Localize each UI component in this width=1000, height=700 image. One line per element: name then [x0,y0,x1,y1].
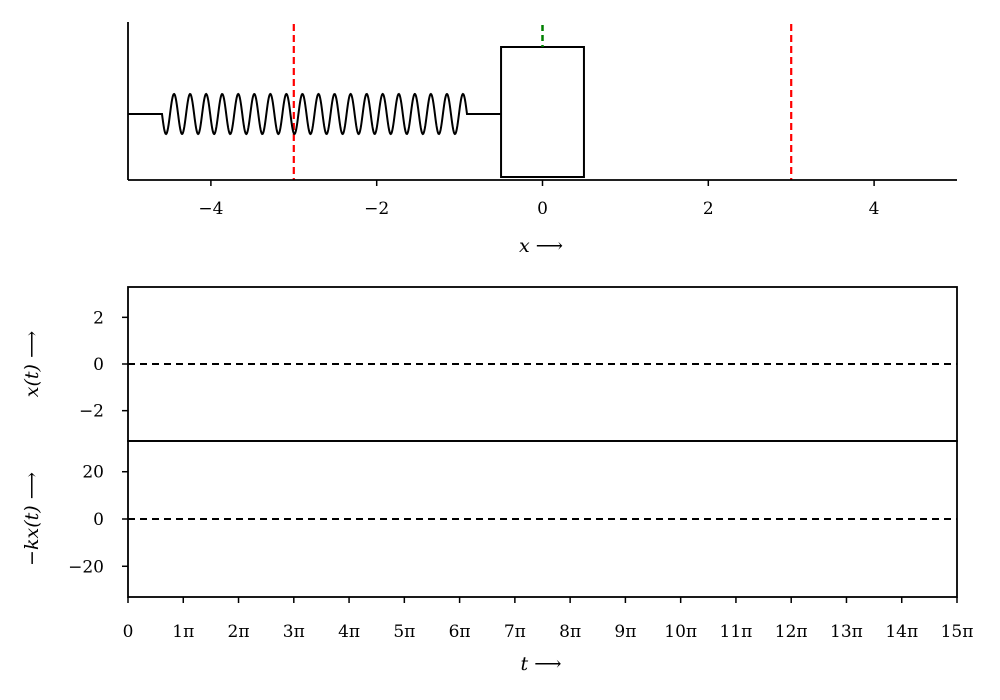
top-x-axis-label: x ⟶ [519,235,563,257]
spring [128,92,502,136]
time-x-ticks: 0 1π 2π 3π 4π 5π 6π 7π 8π 9π 10π 11π 12π 13π 14π 15π [123,597,974,642]
time-x-tick-label-0: 0 [123,622,134,642]
time-x-tick-label-4: 4π [338,622,360,642]
time-x-tick-label-6: 6π [449,622,471,642]
time-x-tick-label-13: 13π [830,622,863,642]
time-x-tick-label-14: 14π [885,622,918,642]
spring-mass-panel: −4 −2 0 2 4 x ⟶ [127,22,957,257]
time-x-tick-label-8: 8π [559,622,581,642]
time-x-tick-label-9: 9π [614,622,636,642]
amplitude-lines [292,24,793,180]
force-y-axis-label: −kx(t) ⟶ [21,472,43,566]
force-y-tick-label-0: 20 [82,463,104,483]
top-x-tick-label-0: −4 [198,199,223,219]
time-x-tick-label-7: 7π [504,622,526,642]
displacement-y-tick-label-2: −2 [79,402,104,422]
displacement-y-ticks: 2 0 −2 [79,308,128,422]
displacement-panel: 2 0 −2 x(t) ⟶ [21,286,958,442]
top-x-tick-label-2: 0 [537,199,548,219]
force-panel: 20 0 −20 0 1π 2π 3π 4π 5π 6π 7π 8π 9π 10π 11π 12π 13π 14… [21,440,974,675]
displacement-y-tick-label-0: 2 [93,308,104,328]
time-x-tick-label-12: 12π [775,622,808,642]
force-y-ticks: 20 0 −20 [68,463,128,577]
time-x-tick-label-2: 2π [228,622,250,642]
time-x-tick-label-3: 3π [283,622,305,642]
time-x-tick-label-1: 1π [172,622,194,642]
time-x-tick-label-5: 5π [393,622,415,642]
top-x-tick-label-4: 4 [869,199,880,219]
time-x-tick-label-10: 10π [664,622,697,642]
top-x-tick-label-1: −2 [364,199,389,219]
force-y-tick-label-2: −20 [68,557,104,577]
top-x-ticks: −4 −2 0 2 4 [198,180,880,219]
top-x-tick-label-3: 2 [703,199,714,219]
time-x-axis-label: t ⟶ [521,653,562,675]
mass-block [500,46,585,178]
displacement-y-tick-label-1: 0 [93,355,104,375]
time-x-tick-label-15: 15π [941,622,974,642]
force-y-tick-label-1: 0 [93,510,104,530]
time-x-tick-label-11: 11π [720,622,753,642]
displacement-y-axis-label: x(t) ⟶ [21,331,43,397]
